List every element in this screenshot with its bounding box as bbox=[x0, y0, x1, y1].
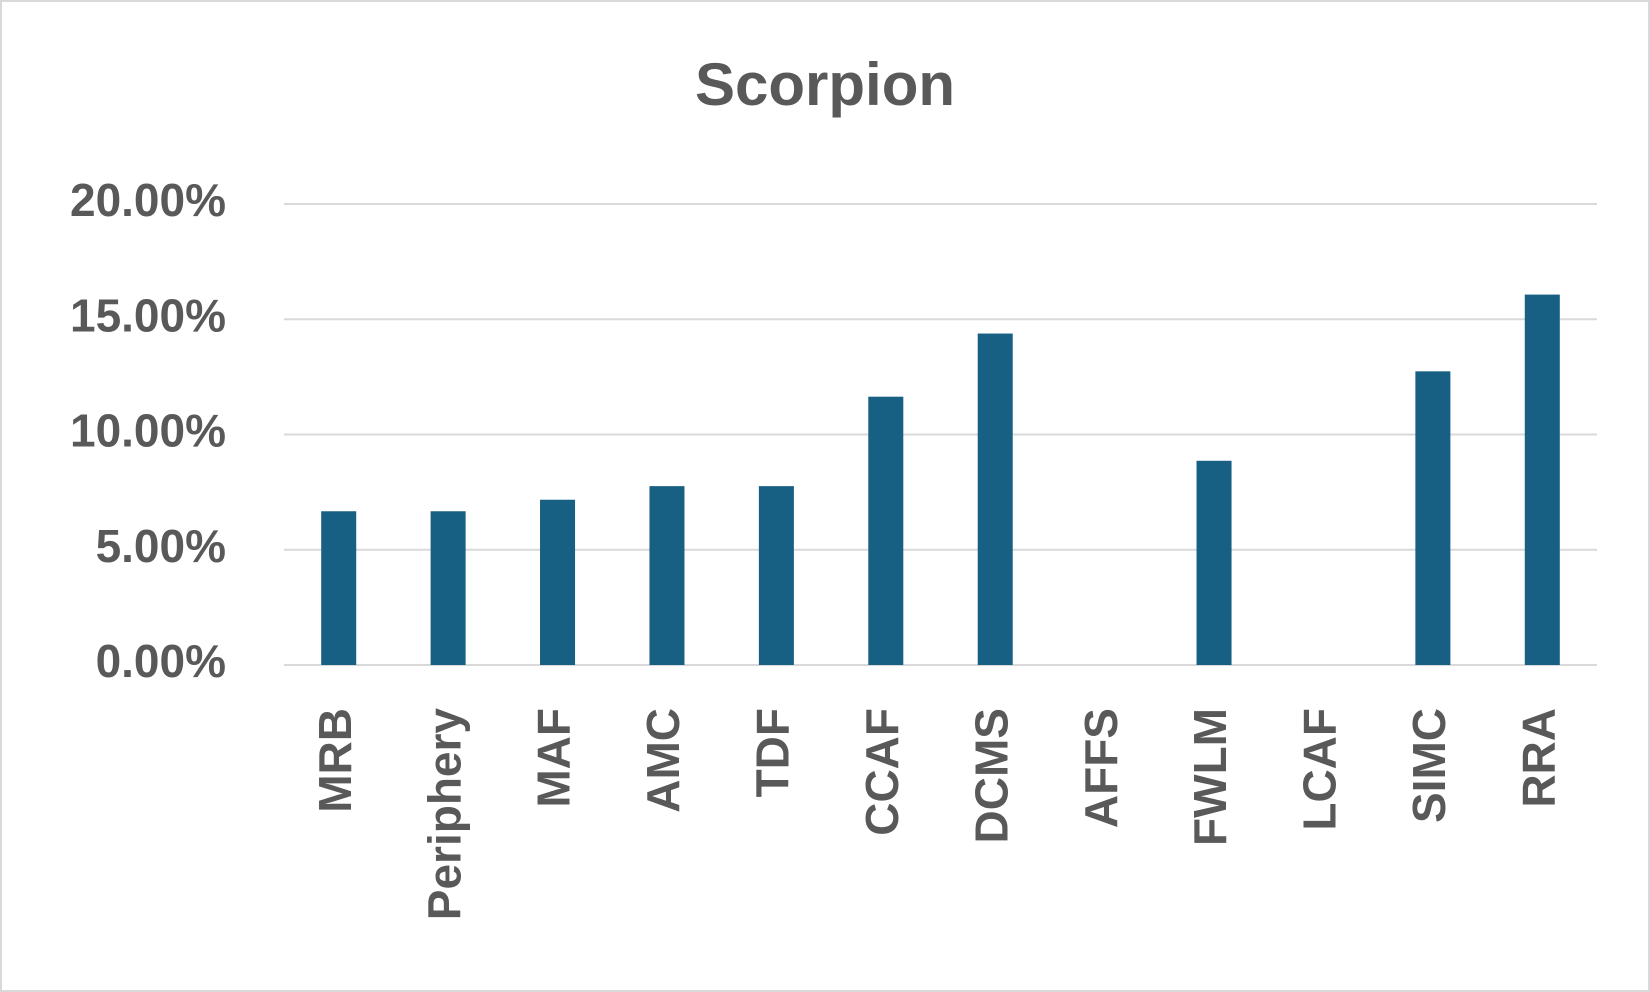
x-tick-label: TDF bbox=[747, 708, 799, 797]
y-tick-label: 5.00% bbox=[96, 520, 226, 572]
x-tick-label: AMC bbox=[637, 708, 689, 813]
bar bbox=[430, 511, 466, 665]
bar bbox=[1415, 371, 1451, 665]
x-tick-label: CCAF bbox=[856, 708, 908, 836]
bar bbox=[977, 333, 1013, 665]
x-tick-label: MAF bbox=[528, 708, 580, 808]
x-tick-label: RRA bbox=[1512, 708, 1564, 808]
y-tick-label: 0.00% bbox=[96, 635, 226, 687]
y-tick-label: 20.00% bbox=[70, 174, 226, 226]
bar bbox=[758, 486, 794, 665]
bar bbox=[321, 511, 357, 665]
x-tick-label: SIMC bbox=[1403, 708, 1455, 823]
x-tick-label: DCMS bbox=[965, 708, 1017, 843]
bar bbox=[868, 396, 904, 665]
y-tick-label: 15.00% bbox=[70, 289, 226, 341]
bar bbox=[649, 486, 685, 665]
x-tick-label: Periphery bbox=[418, 708, 470, 921]
bar bbox=[540, 499, 576, 665]
x-tick-label: AFFS bbox=[1075, 708, 1127, 828]
bar bbox=[1524, 294, 1560, 665]
bar bbox=[1196, 460, 1232, 665]
x-tick-label: MRB bbox=[309, 708, 361, 813]
x-tick-label: FWLM bbox=[1184, 708, 1236, 846]
x-tick-label: LCAF bbox=[1294, 708, 1346, 831]
chart-title: Scorpion bbox=[695, 51, 955, 118]
y-tick-label: 10.00% bbox=[70, 405, 226, 457]
